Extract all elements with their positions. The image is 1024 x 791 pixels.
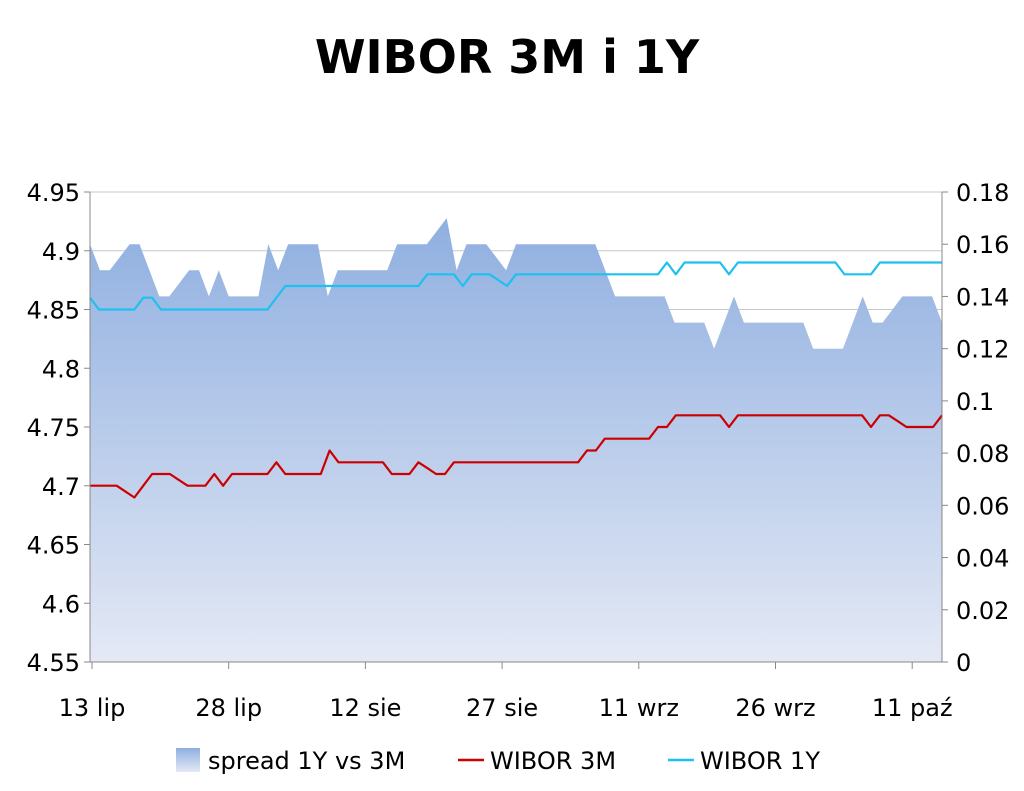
spread-area — [90, 218, 942, 662]
legend-swatch-spread — [176, 748, 200, 772]
legend-label-spread: spread 1Y vs 3M — [208, 747, 405, 775]
y-right-tick-label: 0.12 — [956, 336, 1009, 364]
chart-title: WIBOR 3M i 1Y — [314, 30, 700, 84]
y-right-tick-label: 0.06 — [956, 492, 1009, 520]
wibor-1y-line — [89, 261, 942, 311]
y-left-tick-label: 4.95 — [27, 179, 80, 207]
y-left-tick-label: 4.65 — [27, 532, 80, 560]
y-right-tick-label: 0.14 — [956, 283, 1009, 311]
y-right-tick-label: 0.04 — [956, 545, 1009, 573]
y-left-tick-label: 4.8 — [42, 355, 80, 383]
legend-label-wibor-1y: WIBOR 1Y — [700, 747, 820, 775]
y-right-tick-label: 0.02 — [956, 597, 1009, 625]
x-tick-label: 27 sie — [466, 694, 538, 722]
lines-layer — [89, 261, 943, 499]
y-left-tick-label: 4.6 — [42, 590, 80, 618]
y-left-tick-label: 4.85 — [27, 297, 80, 325]
y-right-tick-label: 0.18 — [956, 179, 1009, 207]
legend-label-wibor-3m: WIBOR 3M — [490, 747, 616, 775]
axes: 4.55 4.6 4.65 4.7 4.75 4.8 4.85 4.9 4.95 0 0.02 0.0… — [27, 179, 1010, 722]
x-tick-label: 11 paź — [872, 694, 953, 722]
y-left-tick-label: 4.7 — [42, 473, 80, 501]
y-right-tick-label: 0.08 — [956, 440, 1009, 468]
y-left-tick-label: 4.55 — [27, 649, 80, 677]
y-right-tick-label: 0.16 — [956, 231, 1009, 259]
x-tick-label: 12 sie — [329, 694, 401, 722]
legend: spread 1Y vs 3M WIBOR 3M WIBOR 1Y — [176, 747, 820, 775]
x-tick-label: 26 wrz — [735, 694, 815, 722]
y-right-tick-label: 0.1 — [956, 388, 994, 416]
y-left-tick-label: 4.75 — [27, 414, 80, 442]
x-tick-label: 28 lip — [195, 694, 262, 722]
wibor-3m-line — [90, 414, 943, 499]
y-right-tick-label: 0 — [956, 649, 971, 677]
x-tick-label: 13 lip — [59, 694, 126, 722]
x-tick-label: 11 wrz — [599, 694, 679, 722]
y-left-tick-label: 4.9 — [42, 238, 80, 266]
spread-area-layer — [90, 218, 942, 662]
